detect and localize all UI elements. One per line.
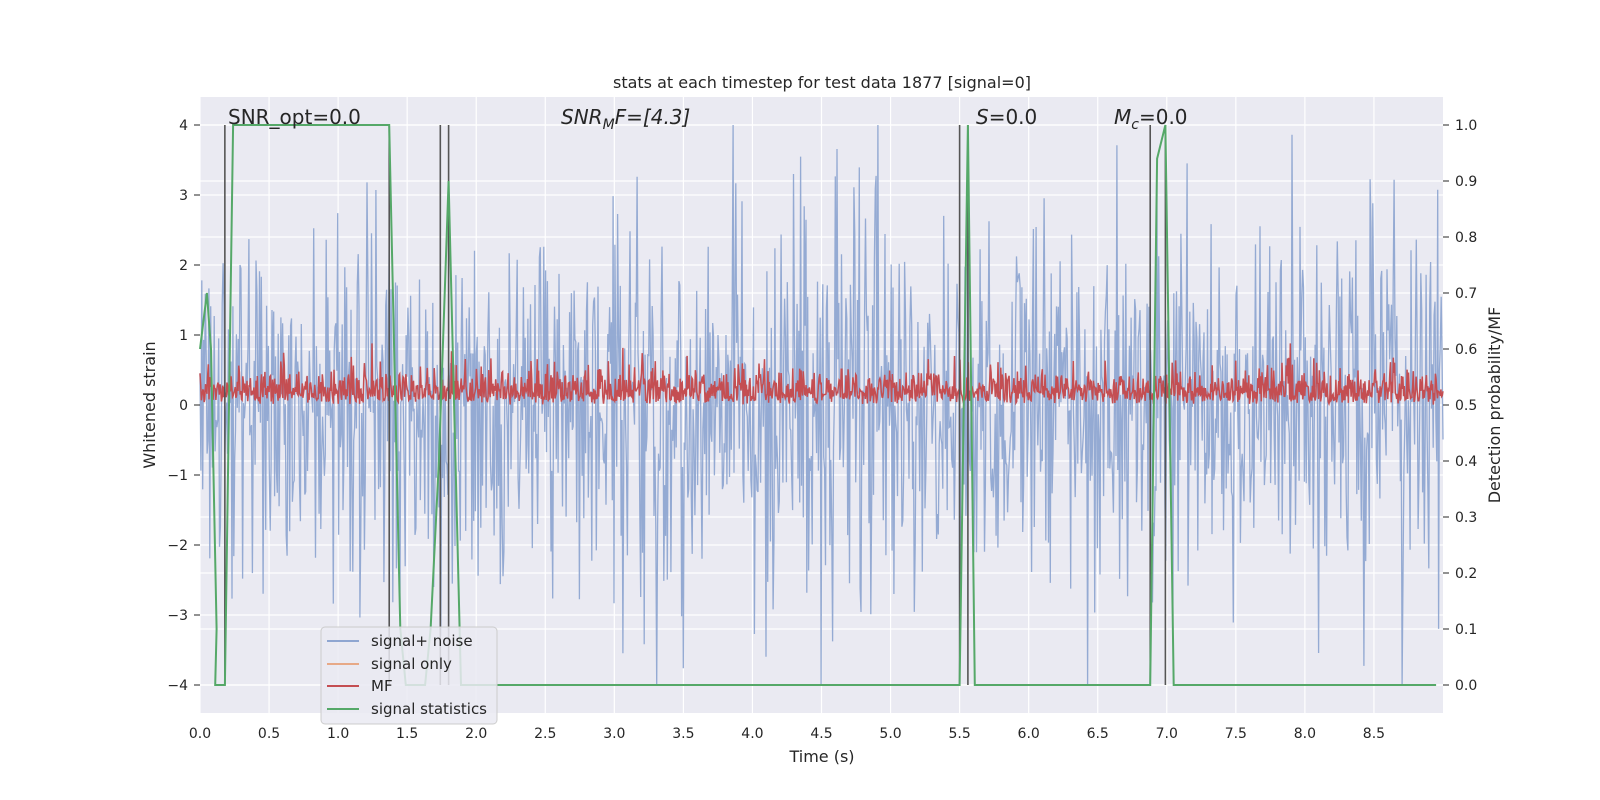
y-tick-label-right: 0.9 <box>1455 174 1477 190</box>
y-tick-label-left: 1 <box>179 328 188 344</box>
x-tick-label: 4.5 <box>810 726 832 742</box>
x-tick-label: 7.5 <box>1225 726 1247 742</box>
y-tick-labels-left: 4 3 2 1 0 −1 −2 −3 −4 <box>167 118 200 694</box>
y-tick-label-right: 0.4 <box>1455 454 1477 470</box>
legend-label-signal: signal only <box>371 655 452 673</box>
y-tick-label-right: 1.0 <box>1455 118 1477 134</box>
y-tick-label-left: 4 <box>179 118 188 134</box>
y-tick-label-right: 0.2 <box>1455 566 1477 582</box>
series-signal-statistics <box>199 124 1437 686</box>
x-tick-label: 7.0 <box>1156 726 1178 742</box>
x-tick-label: 0.5 <box>258 726 280 742</box>
y-tick-label-right: 0.3 <box>1455 510 1477 526</box>
x-tick-label: 2.5 <box>534 726 556 742</box>
x-tick-label: 5.5 <box>948 726 970 742</box>
y-tick-label-right: 0.1 <box>1455 622 1477 638</box>
x-tick-label: 3.0 <box>603 726 625 742</box>
y-tick-label-left: −1 <box>167 468 188 484</box>
y-tick-label-left: −4 <box>167 678 188 694</box>
series-mf <box>199 343 1444 407</box>
y-tick-label-left: 3 <box>179 188 188 204</box>
x-tick-labels: 0.0 0.5 1.0 1.5 2.0 2.5 3.0 3.5 4.0 4.5 5.0 5.5 6.0 6… <box>189 726 1385 742</box>
x-tick-label: 6.5 <box>1087 726 1109 742</box>
x-tick-label: 5.0 <box>879 726 901 742</box>
y-tick-label-right: 0.0 <box>1455 678 1477 694</box>
x-tick-label: 8.5 <box>1363 726 1385 742</box>
legend: signal+ noise signal only MF signal stat… <box>320 626 498 725</box>
x-tick-label: 0.0 <box>189 726 211 742</box>
y-axis-label-left: Whitened strain <box>140 341 159 468</box>
x-tick-label: 8.0 <box>1294 726 1316 742</box>
y-tick-label-left: −2 <box>167 538 188 554</box>
noise-line <box>199 124 1444 686</box>
annotation-snr-mf: SNRMF=[4.3] <box>561 105 690 133</box>
legend-label-statistics: signal statistics <box>371 700 487 718</box>
x-tick-label: 2.0 <box>465 726 487 742</box>
y-tick-label-right: 0.6 <box>1455 342 1477 358</box>
y-tick-labels-right: 1.0 0.9 0.8 0.7 0.6 0.5 0.4 0.3 0.2 0.1 0.0 <box>1443 118 1477 694</box>
y-tick-label-right: 0.8 <box>1455 230 1477 246</box>
y-tick-label-right: 0.7 <box>1455 286 1477 302</box>
y-tick-label-right: 0.5 <box>1455 398 1477 414</box>
x-tick-label: 1.0 <box>327 726 349 742</box>
x-tick-label: 4.0 <box>741 726 763 742</box>
annotation-mc: Mc=0.0 <box>1114 105 1188 133</box>
x-tick-label: 3.5 <box>672 726 694 742</box>
chart-title: stats at each timestep for test data 187… <box>613 73 1031 92</box>
legend-label-mf: MF <box>371 677 393 695</box>
statistics-line <box>199 124 1437 686</box>
legend-box <box>320 626 498 725</box>
y-axis-label-right: Detection probability/MF <box>1485 307 1504 504</box>
y-tick-label-left: 2 <box>179 258 188 274</box>
x-tick-label: 1.5 <box>396 726 418 742</box>
legend-label-noise: signal+ noise <box>371 632 473 650</box>
mf-line <box>199 343 1444 407</box>
y-tick-label-left: −3 <box>167 608 188 624</box>
vertical-markers <box>224 125 1167 685</box>
annotation-snr-opt: SNR_opt=0.0 <box>228 105 361 129</box>
series-signal-noise <box>199 124 1444 686</box>
x-tick-label: 6.0 <box>1018 726 1040 742</box>
annotation-s: S=0.0 <box>976 105 1037 129</box>
x-axis-label: Time (s) <box>788 747 854 766</box>
y-tick-label-left: 0 <box>179 398 188 414</box>
